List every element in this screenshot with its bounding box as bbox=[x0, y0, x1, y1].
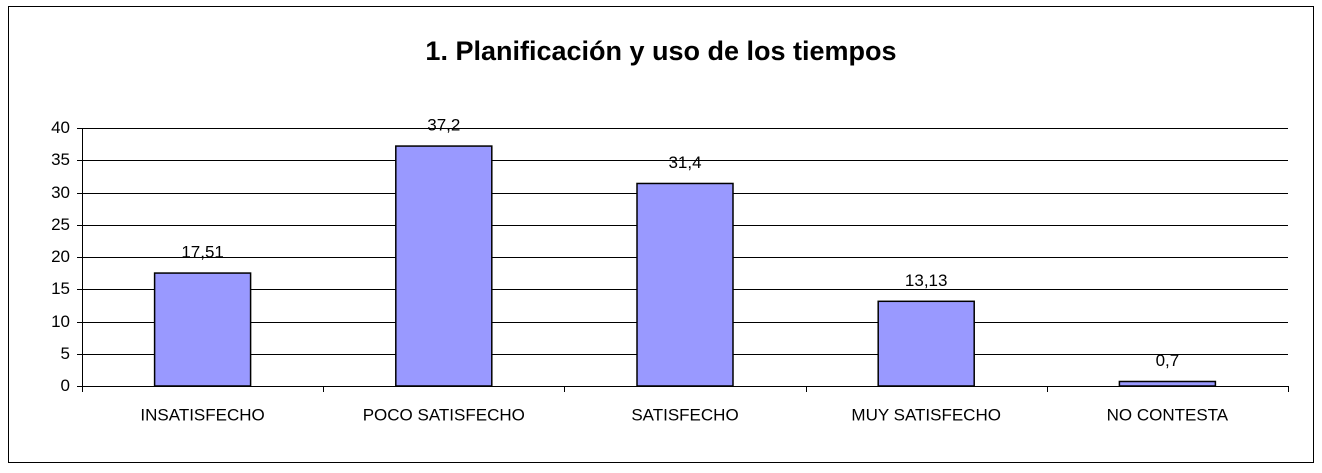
y-tick-label: 10 bbox=[51, 312, 70, 331]
y-tick-label: 25 bbox=[51, 215, 70, 234]
data-label: 37,2 bbox=[427, 116, 460, 135]
data-label: 0,7 bbox=[1156, 351, 1180, 370]
bar bbox=[1118, 380, 1217, 387]
y-tick-label: 30 bbox=[51, 183, 70, 202]
x-tick-label: POCO SATISFECHO bbox=[363, 405, 525, 424]
data-label: 31,4 bbox=[668, 153, 701, 172]
y-tick-label: 40 bbox=[51, 118, 70, 137]
x-tick-label: NO CONTESTA bbox=[1107, 405, 1229, 424]
bar bbox=[877, 300, 975, 387]
bar bbox=[153, 272, 252, 387]
y-tick-label: 35 bbox=[51, 150, 70, 169]
x-tick-label: INSATISFECHO bbox=[140, 405, 264, 424]
y-tick-label: 20 bbox=[51, 247, 70, 266]
data-label: 13,13 bbox=[905, 271, 948, 290]
chart-title: 1. Planificación y uso de los tiempos bbox=[425, 36, 896, 66]
bar bbox=[395, 145, 493, 387]
x-tick-label: MUY SATISFECHO bbox=[851, 405, 1001, 424]
y-tick-label: 0 bbox=[61, 376, 70, 395]
x-tick-label: SATISFECHO bbox=[631, 405, 738, 424]
data-label: 17,51 bbox=[181, 243, 224, 262]
y-tick-label: 15 bbox=[51, 279, 70, 298]
y-tick-label: 5 bbox=[61, 344, 70, 363]
bar bbox=[636, 182, 734, 387]
